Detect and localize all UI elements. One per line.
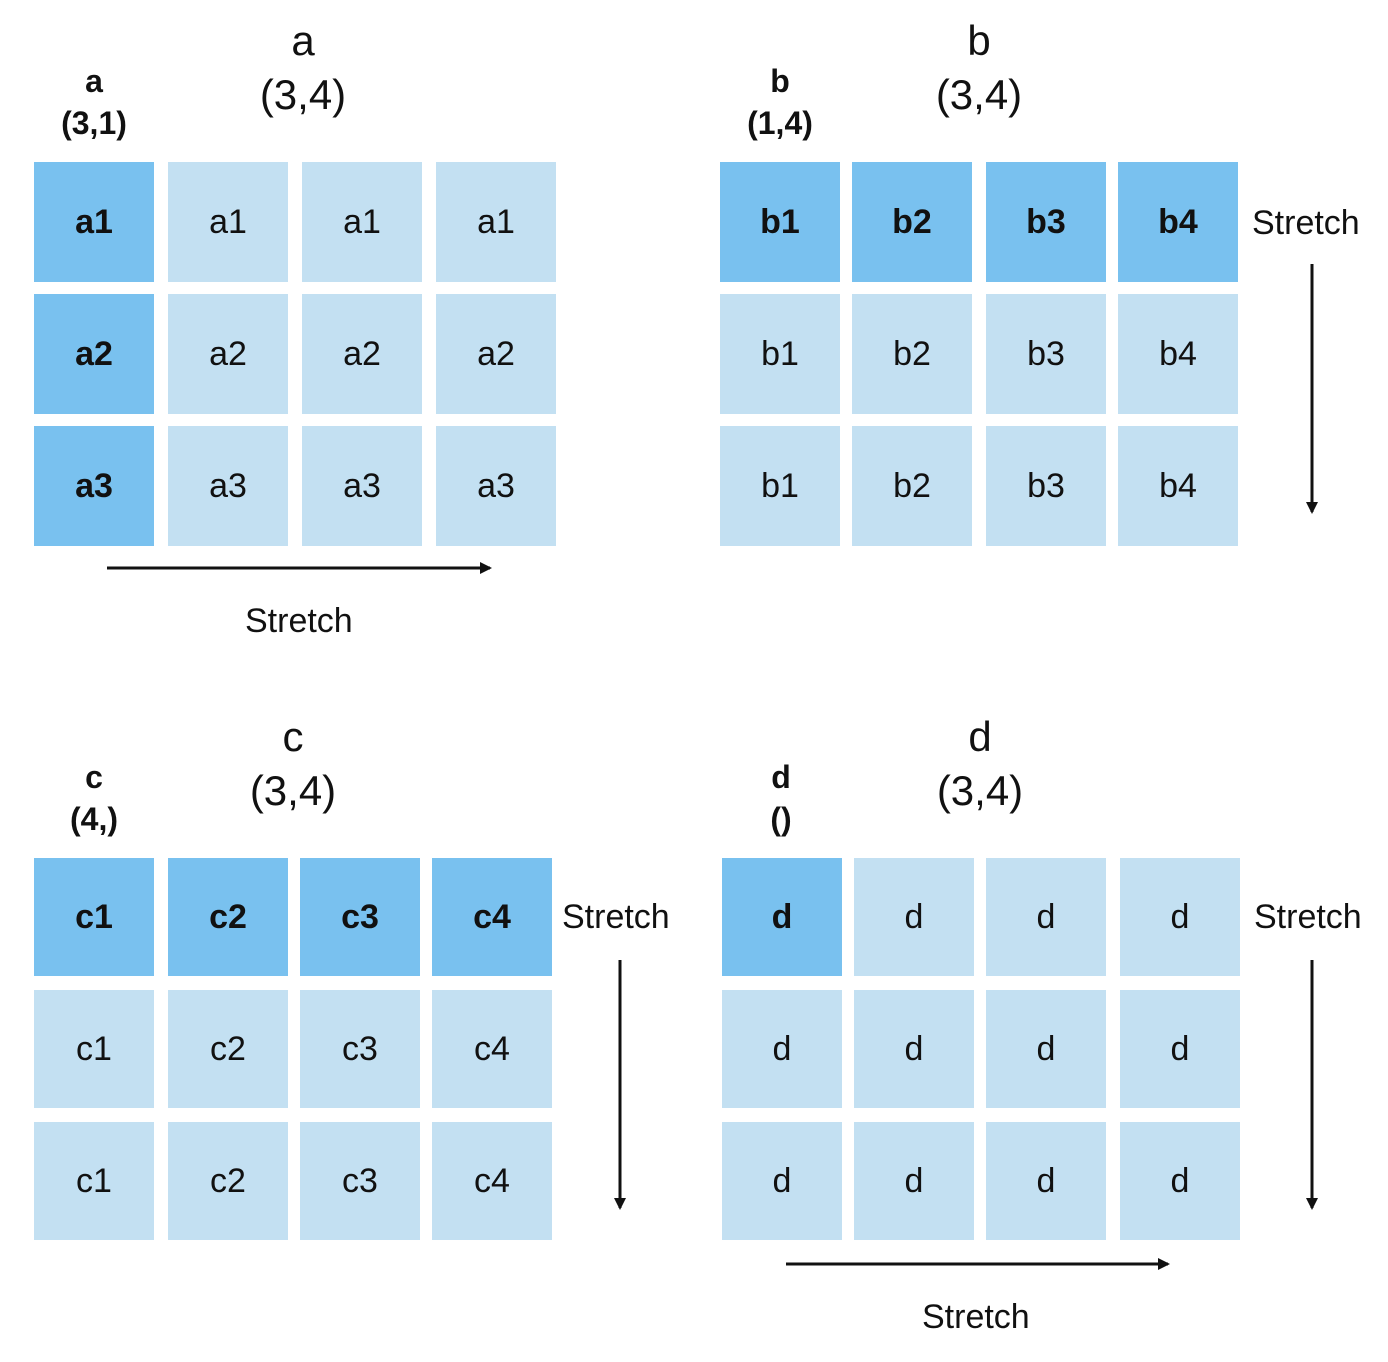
stretch-arrows [107, 264, 1318, 1270]
